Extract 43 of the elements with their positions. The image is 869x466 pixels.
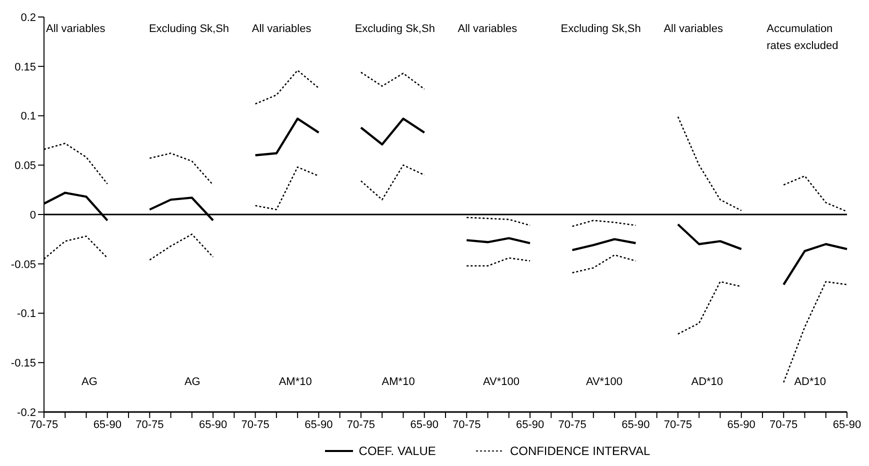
x-tick-label: 65-90	[727, 419, 756, 431]
annotation: AM*10	[380, 375, 416, 390]
annotation: AD*10	[793, 375, 827, 390]
x-tick-label: 70-75	[452, 419, 481, 431]
y-tick-label: 0.15	[14, 61, 36, 74]
y-tick-label: -0.2	[17, 406, 36, 419]
x-tick-label: 70-75	[346, 419, 376, 431]
y-tick-label: 0.1	[20, 110, 36, 123]
y-tick-label: 0.2	[20, 12, 36, 24]
x-tick-label: 65-90	[832, 419, 862, 431]
annotation: AD*10	[690, 375, 724, 390]
y-tick-label: -0.05	[10, 258, 36, 271]
annotation: AG	[183, 375, 202, 390]
annotation: All variables	[664, 22, 724, 37]
annotation: Excluding Sk,Sh	[148, 22, 230, 37]
annotation: AG	[80, 375, 98, 390]
y-tick-label: -0.15	[10, 358, 36, 370]
annotation: AV*100	[482, 375, 520, 390]
x-tick-label: 70-75	[241, 419, 270, 431]
annotation: AV*100	[584, 375, 624, 390]
annotation: All variables	[252, 22, 312, 37]
x-tick-label: 70-75	[136, 419, 164, 431]
x-tick-label: 70-75	[30, 419, 58, 431]
x-tick-label: 70-75	[664, 419, 692, 431]
y-tick-label: -0.1	[17, 308, 36, 320]
x-tick-label: 70-75	[558, 419, 586, 431]
annotation: Excluding Sk,Sh	[560, 22, 642, 37]
x-tick-label: 65-90	[622, 419, 650, 431]
annotation: All variables	[46, 22, 106, 37]
annotation: Accumulation rates excluded	[766, 22, 840, 54]
legend-label: CONFIDENCE INTERVAL	[510, 444, 650, 458]
x-tick-label: 65-90	[198, 419, 228, 431]
annotation: Excluding Sk,Sh	[354, 22, 436, 37]
y-tick-label: 0	[30, 209, 36, 222]
x-tick-label: 70-75	[770, 419, 798, 431]
annotation: AM*10	[278, 375, 313, 390]
x-tick-label: 65-90	[93, 419, 122, 431]
x-tick-label: 65-90	[410, 419, 438, 431]
y-tick-label: 0.05	[14, 160, 36, 172]
x-tick-label: 65-90	[516, 419, 544, 431]
x-tick-label: 65-90	[304, 419, 333, 431]
annotation: All variables	[458, 22, 518, 37]
legend-label: COEF. VALUE	[358, 444, 436, 458]
